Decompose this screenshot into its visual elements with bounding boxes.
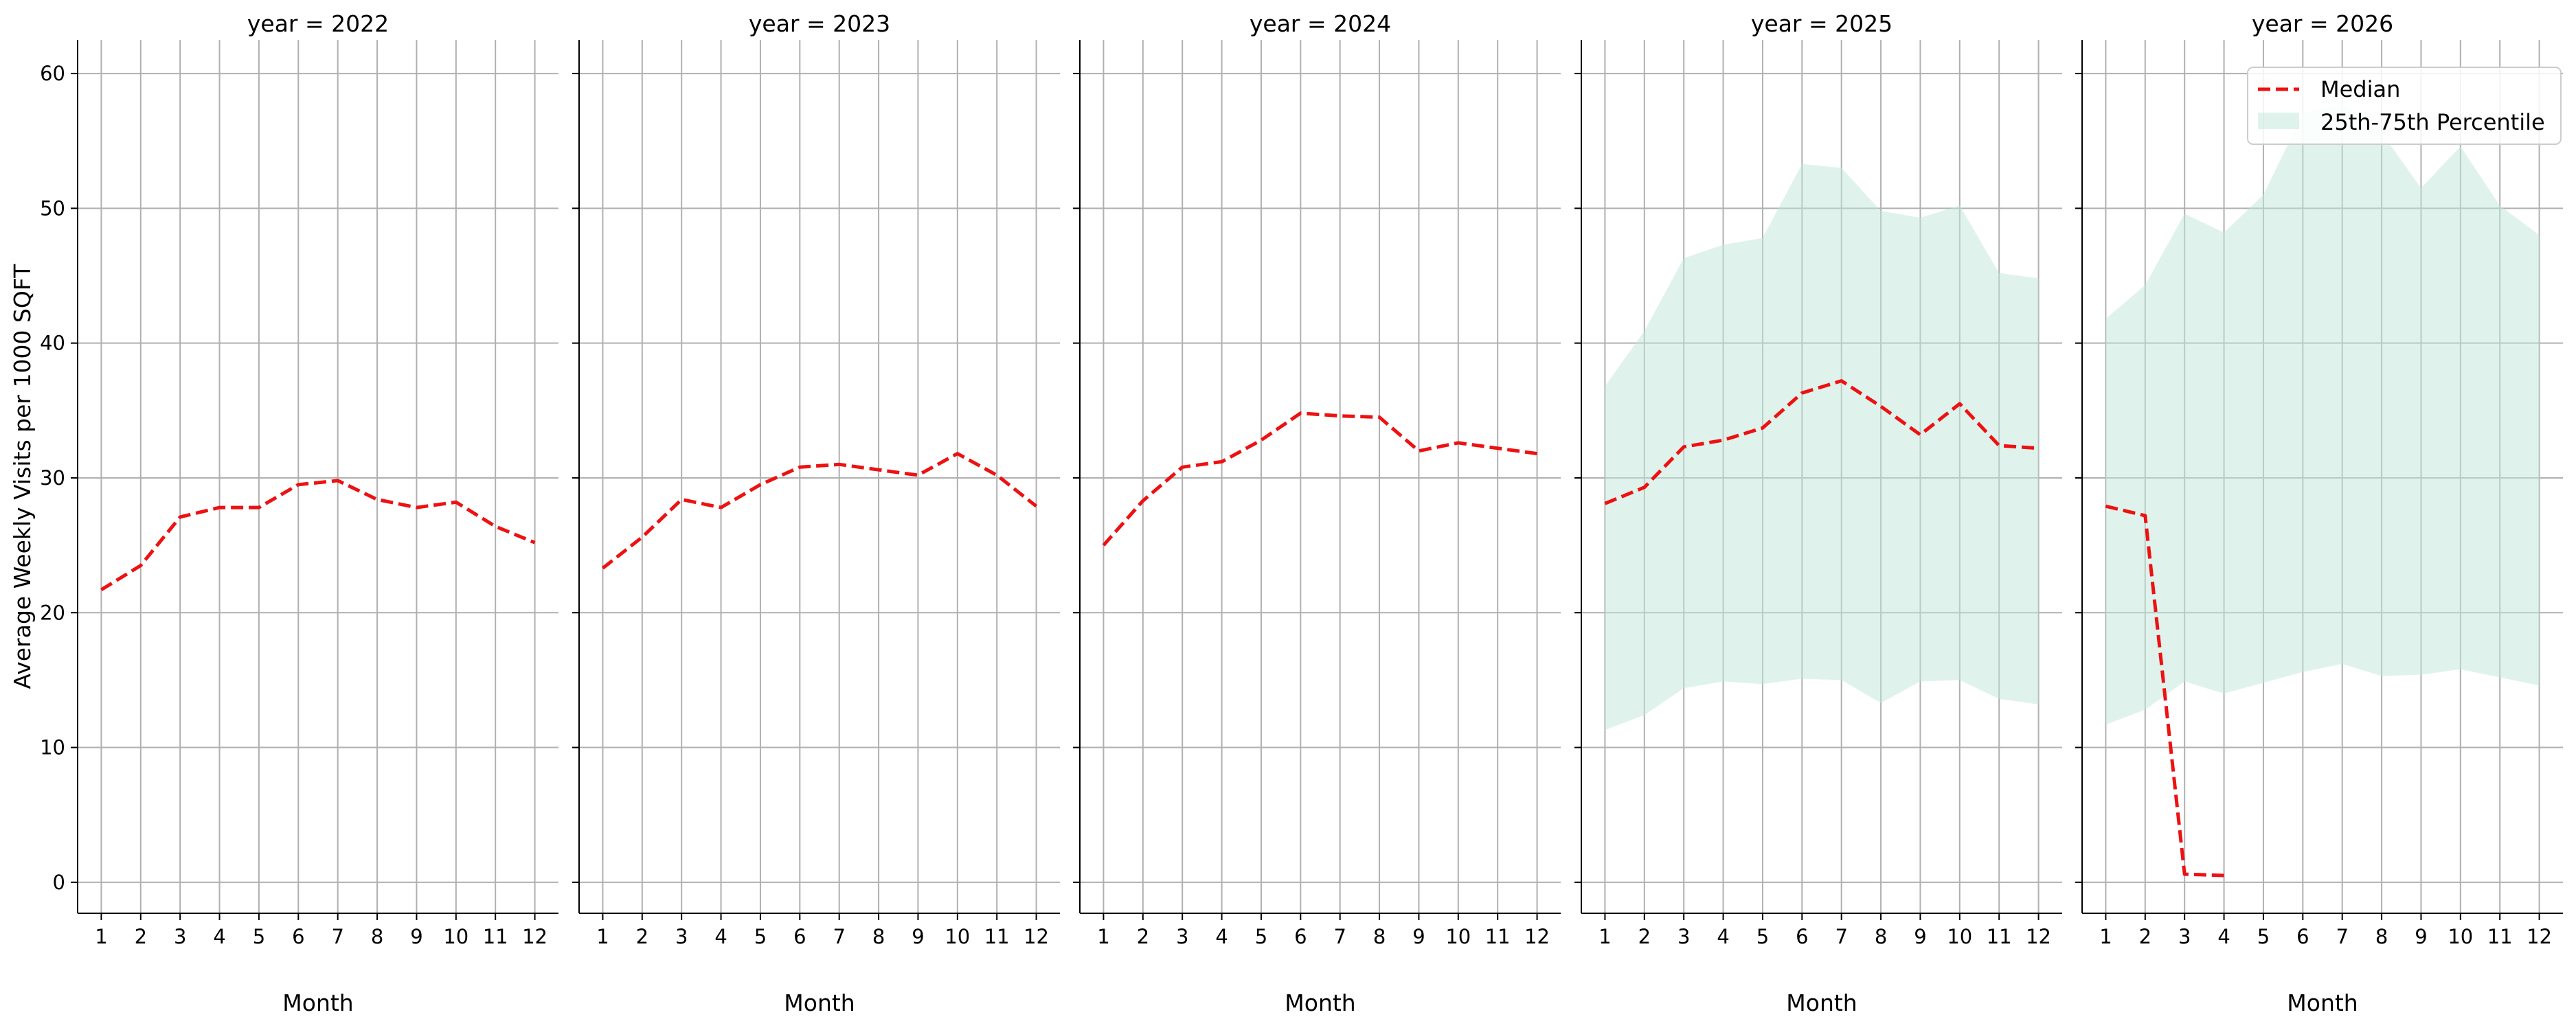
x-tick-label: 2 (636, 925, 648, 948)
y-tick-label: 30 (40, 466, 65, 490)
x-tick-label: 6 (292, 925, 304, 948)
legend: Median 25th-75th Percentile (2247, 67, 2562, 145)
x-tick-label: 4 (1215, 925, 1228, 948)
legend-band-label: 25th-75th Percentile (2320, 109, 2545, 135)
x-tick-label: 1 (1598, 925, 1611, 948)
x-tick-label: 12 (522, 925, 547, 948)
x-tick-label: 7 (2336, 925, 2348, 948)
x-tick-label: 3 (2178, 925, 2191, 948)
x-tick-label: 7 (331, 925, 343, 948)
x-tick-label: 6 (793, 925, 806, 948)
y-tick-label: 20 (40, 601, 65, 624)
x-tick-label: 8 (2375, 925, 2388, 948)
median-line (2105, 504, 2224, 878)
facet-title: year = 2026 (2252, 10, 2393, 37)
median-line (1102, 411, 1537, 547)
x-tick-label: 6 (2296, 925, 2309, 948)
x-tick-label: 10 (1947, 925, 1972, 948)
x-tick-label: 2 (1137, 925, 1149, 948)
x-tick-label: 6 (1796, 925, 1808, 948)
x-tick-label: 8 (1875, 925, 1887, 948)
x-tick-label: 10 (2448, 925, 2473, 948)
x-tick-label: 4 (1717, 925, 1729, 948)
x-tick-label: 5 (1255, 925, 1267, 948)
x-tick-label: 12 (2527, 925, 2552, 948)
x-axis-label: Month (2287, 989, 2358, 1016)
percentile-band (2105, 103, 2540, 725)
x-tick-label: 3 (1677, 925, 1690, 948)
x-tick-label: 3 (1176, 925, 1188, 948)
x-tick-label: 1 (2099, 925, 2112, 948)
legend-median-label: Median (2320, 76, 2400, 102)
x-tick-label: 5 (2257, 925, 2270, 948)
x-tick-label: 10 (1445, 925, 1471, 948)
y-axis-label: Average Weekly Visits per 1000 SQFT (9, 264, 36, 689)
x-tick-label: 1 (95, 925, 107, 948)
x-tick-label: 9 (1412, 925, 1425, 948)
x-tick-label: 12 (2026, 925, 2051, 948)
y-tick-label: 40 (40, 332, 65, 355)
x-tick-label: 10 (945, 925, 970, 948)
x-tick-label: 10 (443, 925, 468, 948)
median-line (1604, 379, 2039, 505)
percentile-band (1605, 163, 2039, 731)
facet-title: year = 2024 (1250, 10, 1391, 37)
x-tick-label: 6 (1294, 925, 1307, 948)
x-tick-label: 7 (833, 925, 845, 948)
y-tick-label: 10 (40, 736, 65, 759)
facet-title: year = 2022 (247, 10, 389, 37)
x-tick-label: 11 (2487, 925, 2513, 948)
x-tick-label: 4 (213, 925, 225, 948)
x-tick-label: 7 (1333, 925, 1346, 948)
x-tick-label: 11 (1987, 925, 2012, 948)
x-tick-label: 8 (1373, 925, 1386, 948)
legend-band-swatch (2258, 113, 2299, 129)
x-tick-label: 9 (410, 925, 422, 948)
x-tick-label: 2 (135, 925, 147, 948)
x-axis-label: Month (1786, 989, 1857, 1016)
x-tick-label: 11 (984, 925, 1010, 948)
x-axis-label: Month (784, 989, 855, 1016)
x-tick-label: 9 (912, 925, 924, 948)
x-tick-label: 11 (483, 925, 508, 948)
legend-frame (2247, 67, 2562, 145)
y-tick-label: 0 (53, 871, 65, 894)
median-line (100, 479, 536, 592)
x-tick-label: 9 (2415, 925, 2427, 948)
x-tick-label: 8 (371, 925, 383, 948)
x-tick-label: 9 (1914, 925, 1926, 948)
x-axis-label: Month (1285, 989, 1355, 1016)
x-tick-label: 4 (2217, 925, 2230, 948)
x-tick-label: 1 (1097, 925, 1109, 948)
x-tick-label: 5 (754, 925, 767, 948)
x-tick-label: 2 (1638, 925, 1651, 948)
x-tick-label: 7 (1835, 925, 1847, 948)
y-tick-label: 50 (40, 196, 65, 220)
x-axis-label: Month (282, 989, 353, 1016)
x-tick-label: 3 (174, 925, 186, 948)
x-tick-label: 11 (1485, 925, 1511, 948)
x-tick-label: 5 (253, 925, 265, 948)
facet-title: year = 2023 (749, 10, 890, 37)
x-tick-label: 4 (714, 925, 727, 948)
x-tick-label: 3 (675, 925, 688, 948)
x-tick-label: 5 (1756, 925, 1769, 948)
y-tick-label: 60 (40, 62, 65, 85)
median-line (601, 452, 1038, 570)
x-tick-label: 1 (596, 925, 609, 948)
facet-title: year = 2025 (1751, 10, 1893, 37)
x-tick-label: 8 (872, 925, 885, 948)
x-tick-label: 2 (2139, 925, 2151, 948)
x-tick-label: 12 (1524, 925, 1550, 948)
x-tick-label: 12 (1024, 925, 1049, 948)
